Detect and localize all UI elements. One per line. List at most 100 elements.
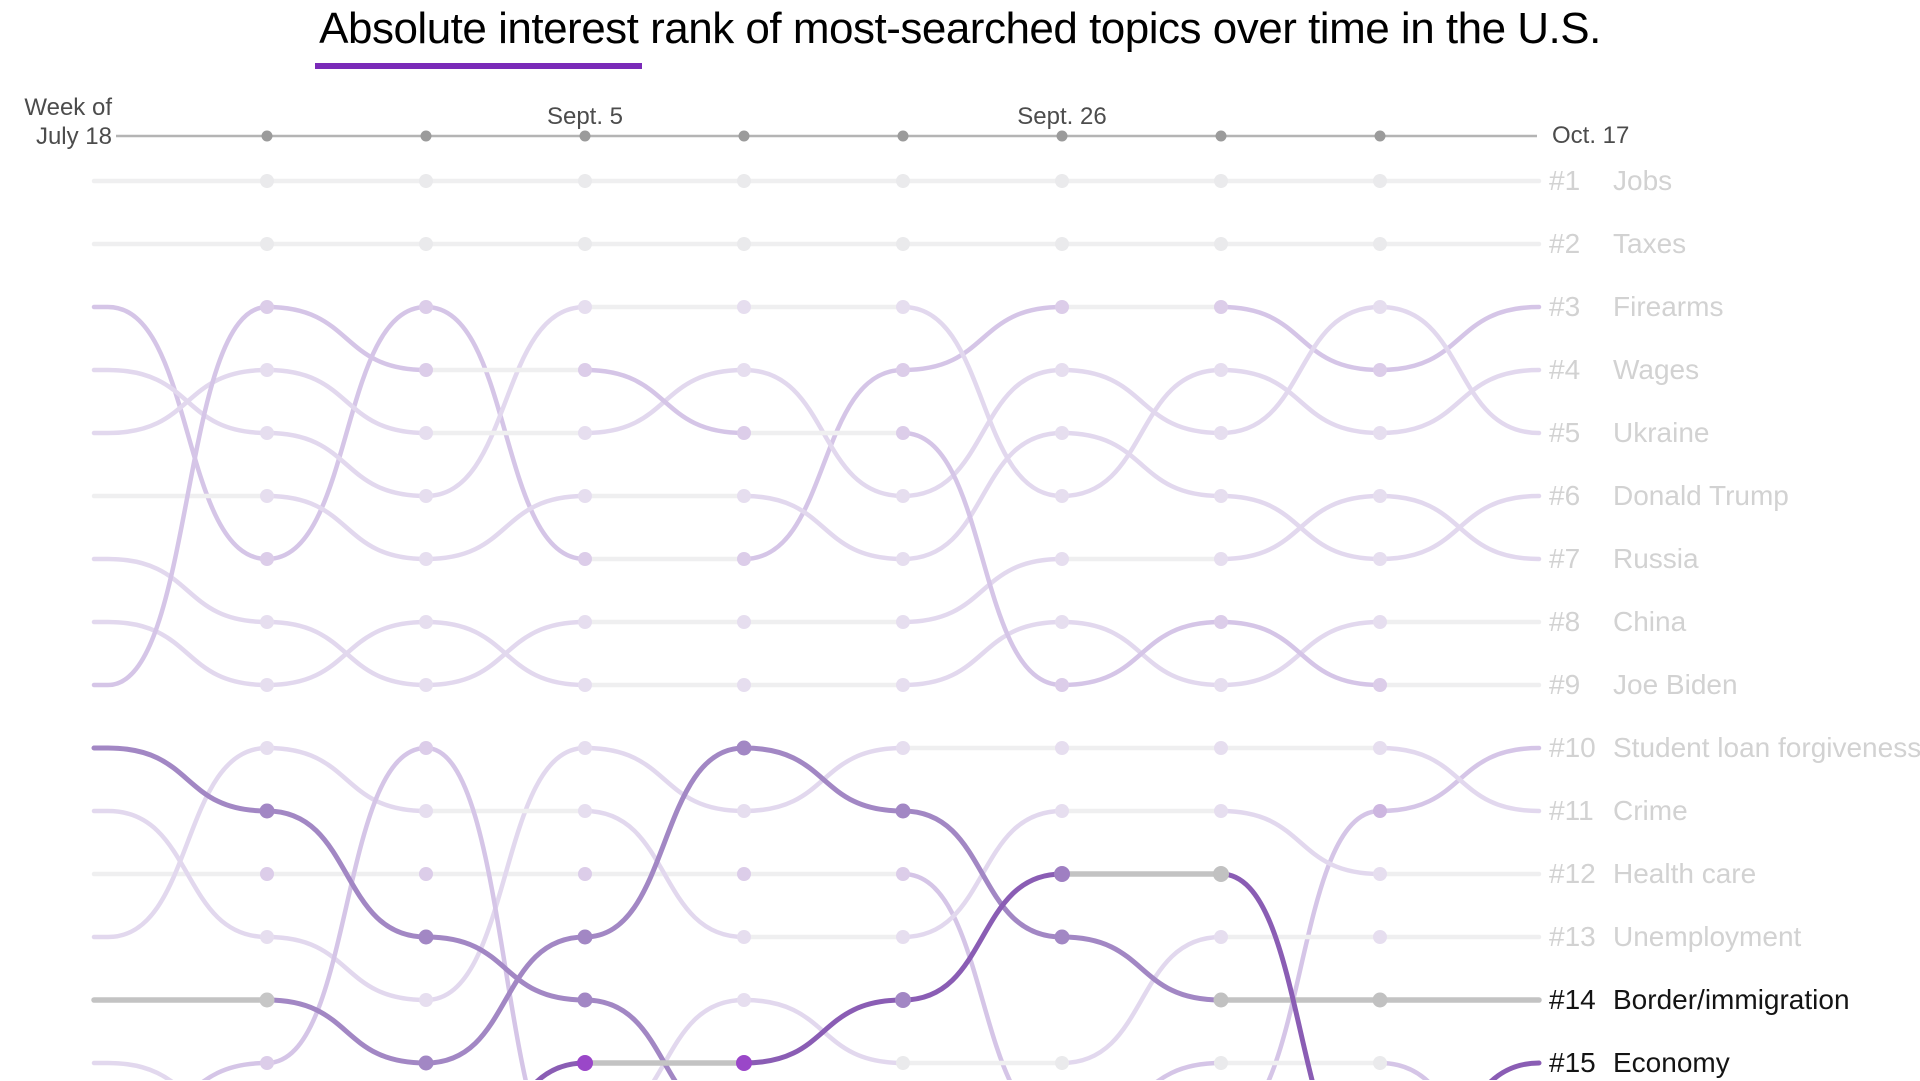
series-unlabeled-2-segment-8: [1377, 1060, 1430, 1080]
series-health-care-dot-c7: [1214, 804, 1228, 818]
series-slf-dot-c4: [737, 867, 751, 881]
series-joe-biden-dot-c1: [260, 300, 274, 314]
series-crime-dot-c5: [896, 741, 910, 755]
series-china-dot-c8: [1373, 615, 1387, 629]
series-unemployment-dot-c8: [1373, 930, 1387, 944]
series-taxes-dot-c8: [1373, 237, 1387, 251]
series-russia-segment-7: [1218, 493, 1383, 562]
series-wages-segment-2: [423, 304, 588, 499]
series-jobs-dot-c5: [896, 174, 910, 188]
series-economy-segment-5: [900, 871, 1065, 1003]
series-wages-dot-c1: [260, 426, 274, 440]
series-jobs-dot-c7: [1214, 174, 1228, 188]
series-health-care-dot-c5: [896, 930, 910, 944]
axis-start-label: Week of July 18: [0, 93, 112, 151]
series-health-care-dot-c8: [1373, 867, 1387, 881]
series-unlabeled-2-dot-c1: [260, 1056, 274, 1070]
series-donald-trump-segment-2: [423, 493, 588, 562]
series-taxes-dot-c5: [896, 237, 910, 251]
series-taxes-dot-c4: [737, 237, 751, 251]
series-economy-dot-c4: [736, 1055, 752, 1071]
axis-dot-c1: [261, 130, 273, 142]
series-wages-dot-c8: [1373, 426, 1387, 440]
series-joe-biden-segment-3: [582, 367, 747, 436]
series-unlabeled-1-segment-1: [264, 808, 429, 940]
series-slf-segment-5: [900, 871, 1013, 1080]
series-health-care-dot-c1: [260, 741, 274, 755]
series-crime-dot-c8: [1373, 741, 1387, 755]
axis-dot-c3: [579, 130, 591, 142]
rank-label-12: #12 Health care: [1549, 858, 1757, 889]
series-wages-dot-c6: [1055, 489, 1069, 503]
axis-end-label: Oct. 17: [1552, 122, 1630, 149]
series-economy-segment-8: [1489, 1060, 1542, 1080]
series-firearms-dot-c4: [737, 552, 751, 566]
series-health-care-segment-0: [91, 745, 270, 940]
rank-label-5: #5 Ukraine: [1549, 417, 1710, 448]
series-unlabeled-2-dot-c8: [1373, 1056, 1387, 1070]
series-firearms-segment-5: [900, 304, 1065, 373]
series-donald-trump-dot-c5: [896, 552, 910, 566]
series-economy-dot-c5: [895, 992, 911, 1008]
rank-label-3: #3 Firearms: [1549, 291, 1724, 322]
series-wages-dot-c3: [578, 300, 592, 314]
series-ukraine-dot-c3: [578, 426, 592, 440]
rank-label-1: #1 Jobs: [1549, 165, 1673, 196]
series-joe-biden-dot-c8: [1373, 678, 1387, 692]
series-wages-dot-c5: [896, 300, 910, 314]
series-crime-segment-2: [423, 745, 588, 1003]
series-health-care-dot-c2: [419, 804, 433, 818]
series-taxes-dot-c6: [1055, 237, 1069, 251]
series-unlabeled-2-segment-0: [201, 1060, 270, 1080]
series-joe-biden-dot-c2: [419, 363, 433, 377]
series-jobs-dot-c3: [578, 174, 592, 188]
rank-label-6: #6 Donald Trump: [1549, 480, 1789, 511]
series-wages-segment-8: [1377, 367, 1542, 436]
series-firearms-segment-1: [264, 304, 429, 562]
series-crime-dot-c3: [578, 741, 592, 755]
series-unlabeled-1-segment-2: [423, 934, 588, 1003]
series-firearms-segment-4: [741, 367, 906, 562]
series-economy-dot-c3: [577, 1055, 593, 1071]
series-crime-dot-c4: [737, 804, 751, 818]
series-ukraine-dot-c1: [260, 363, 274, 377]
series-firearms-dot-c1: [260, 552, 274, 566]
series-firearms-segment-0: [91, 304, 270, 562]
series-joe-biden-dot-c5: [896, 426, 910, 440]
series-slf-dot-c3: [578, 867, 592, 881]
series-border-immigration-dot-c6: [1054, 929, 1070, 945]
series-health-care-dot-c3: [578, 804, 592, 818]
series-health-care-segment-7: [1218, 808, 1383, 877]
series-unlabeled-1-segment-0: [91, 745, 270, 814]
series-ukraine-dot-c8: [1373, 300, 1387, 314]
rank-label-7: #7 Russia: [1549, 543, 1699, 574]
series-border-immigration-dot-c7: [1213, 992, 1229, 1008]
series-unemployment-dot-c6: [1055, 1056, 1069, 1070]
rank-label-14: #14 Border/immigration: [1549, 984, 1850, 1015]
series-russia-dot-c8: [1373, 489, 1387, 503]
series-firearms-dot-c5: [896, 363, 910, 377]
rank-label-15: #15 Economy: [1549, 1047, 1730, 1078]
series-border-immigration-dot-c4: [736, 740, 752, 756]
series-china-segment-1: [264, 619, 429, 688]
title-rest: rank of most-searched topics over time i…: [638, 4, 1601, 53]
series-ukraine-segment-1: [264, 367, 429, 436]
series-china-dot-c5: [896, 678, 910, 692]
series-jobs-dot-c8: [1373, 174, 1387, 188]
series-health-care-segment-1: [264, 745, 429, 814]
series-unemployment-segment-0: [91, 1060, 174, 1080]
series-wages-segment-6: [1059, 367, 1224, 499]
series-donald-trump-dot-c6: [1055, 426, 1069, 440]
series-donald-trump-segment-6: [1059, 430, 1224, 499]
series-wages-dot-c2: [419, 489, 433, 503]
axis-dot-c5: [897, 130, 909, 142]
series-economy-segment-4: [741, 997, 906, 1066]
series-ukraine-segment-0: [91, 367, 270, 436]
series-china-segment-0: [91, 619, 270, 688]
series-slf-dot-c2: [419, 867, 433, 881]
series-health-care-dot-c4: [737, 930, 751, 944]
series-economy-dot-c7: [1213, 866, 1229, 882]
series-slf-dot-c5: [896, 867, 910, 881]
